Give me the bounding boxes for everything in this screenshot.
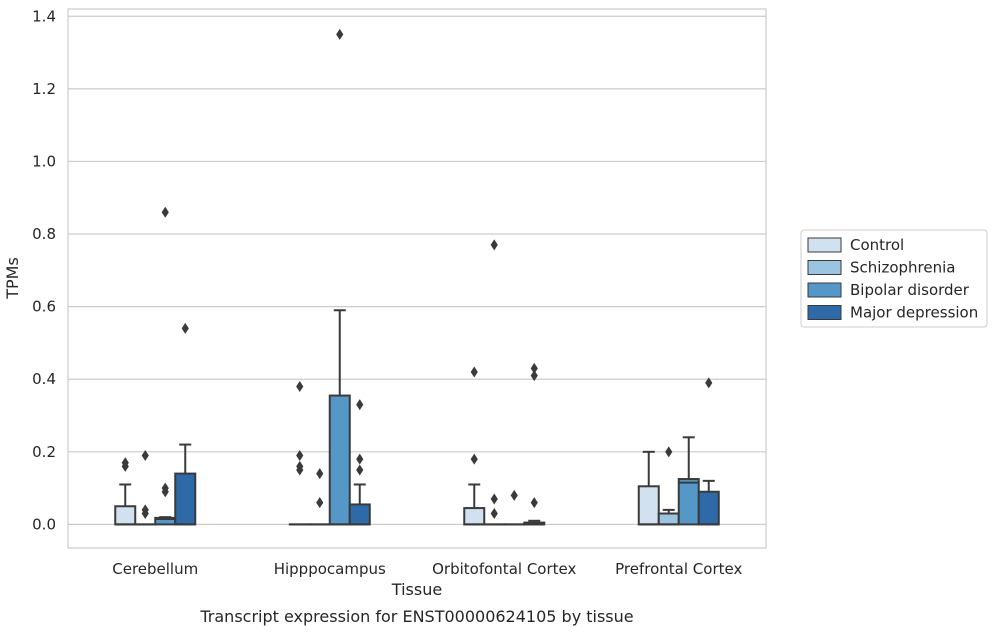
outlier-point bbox=[336, 28, 344, 40]
outlier-point bbox=[181, 322, 189, 334]
y-tick-label: 0.4 bbox=[32, 370, 56, 388]
y-tick-label: 1.2 bbox=[32, 80, 56, 98]
legend-label: Bipolar disorder bbox=[850, 281, 970, 299]
box-iqr bbox=[697, 490, 720, 526]
y-axis-label: TPMs bbox=[3, 257, 22, 300]
legend-item: Bipolar disorder bbox=[807, 281, 970, 299]
y-tick-label: 1.0 bbox=[32, 152, 56, 170]
box-group bbox=[463, 366, 486, 526]
outlier-point bbox=[470, 453, 478, 465]
box-iqr bbox=[657, 512, 680, 526]
outlier-point bbox=[490, 493, 498, 505]
box-iqr bbox=[348, 503, 371, 526]
outlier-point bbox=[141, 449, 149, 461]
outlier-point bbox=[316, 497, 324, 509]
box-group bbox=[114, 457, 137, 526]
legend-item: Schizophrenia bbox=[807, 259, 955, 277]
outlier-point bbox=[316, 468, 324, 480]
outlier-point bbox=[296, 380, 304, 392]
outlier-point bbox=[530, 497, 538, 509]
outlier-point bbox=[161, 482, 169, 494]
y-tick-label: 0.6 bbox=[32, 298, 56, 316]
outlier-point bbox=[530, 370, 538, 382]
x-tick-label: Cerebellum bbox=[112, 560, 198, 578]
box-group bbox=[288, 380, 311, 526]
box-iqr bbox=[114, 505, 137, 526]
outlier-point bbox=[121, 457, 129, 469]
legend-item: Major depression bbox=[807, 304, 978, 322]
outlier-point bbox=[296, 449, 304, 461]
outlier-point bbox=[490, 239, 498, 251]
box-iqr bbox=[174, 472, 197, 526]
outlier-point bbox=[470, 366, 478, 378]
outlier-point bbox=[510, 489, 518, 501]
box-group bbox=[523, 362, 546, 526]
box-iqr bbox=[677, 478, 700, 526]
outlier-point bbox=[141, 504, 149, 516]
box-iqr bbox=[463, 507, 486, 526]
box-group bbox=[308, 468, 331, 526]
outlier-point bbox=[705, 377, 713, 389]
legend-label: Control bbox=[850, 236, 904, 254]
y-tick-label: 0.2 bbox=[32, 443, 56, 461]
chart-caption: Transcript expression for ENST0000062410… bbox=[199, 607, 633, 626]
outlier-point bbox=[530, 362, 538, 374]
legend-item: Control bbox=[807, 236, 904, 254]
legend-swatch bbox=[807, 282, 842, 298]
x-tick-label: Prefrontal Cortex bbox=[615, 560, 742, 578]
legend-frame bbox=[800, 229, 988, 328]
x-tick-label: Orbitofontal Cortex bbox=[432, 560, 576, 578]
outlier-point bbox=[356, 464, 364, 476]
outlier-point bbox=[161, 206, 169, 218]
box-group bbox=[328, 28, 351, 526]
legend-swatch bbox=[807, 237, 842, 253]
y-tick-label: 0.0 bbox=[32, 515, 56, 533]
box-group bbox=[697, 377, 720, 526]
box-group bbox=[637, 450, 660, 526]
outlier-point bbox=[490, 508, 498, 520]
legend-label: Schizophrenia bbox=[850, 259, 955, 277]
x-axis-label: Tissue bbox=[391, 580, 442, 599]
box-group bbox=[483, 239, 506, 526]
legend: Control Schizophrenia Bipolar disorder Majo… bbox=[800, 229, 988, 328]
y-tick-label: 1.4 bbox=[32, 7, 56, 25]
outlier-point bbox=[356, 399, 364, 411]
x-tick-label: Hipppocampus bbox=[274, 560, 386, 578]
box-group bbox=[154, 206, 177, 526]
outlier-point bbox=[356, 453, 364, 465]
outlier-point bbox=[296, 460, 304, 472]
outlier-point bbox=[665, 446, 673, 458]
box-group bbox=[174, 322, 197, 526]
plot-area-frame bbox=[67, 8, 767, 549]
box-group bbox=[657, 446, 680, 526]
legend-label: Major depression bbox=[850, 304, 978, 322]
boxes bbox=[114, 28, 720, 526]
y-tick-labels: 0.0 0.2 0.4 0.6 0.8 1.0 1.2 1.4 bbox=[32, 7, 56, 533]
legend-swatch bbox=[807, 260, 842, 275]
x-tick-labels: Cerebellum Hipppocampus Orbitofontal Corte… bbox=[112, 560, 742, 578]
box-iqr bbox=[328, 394, 351, 526]
y-tick-label: 0.8 bbox=[32, 225, 56, 243]
box-iqr bbox=[637, 485, 660, 526]
box-group bbox=[348, 399, 371, 526]
legend-swatch bbox=[807, 305, 842, 320]
